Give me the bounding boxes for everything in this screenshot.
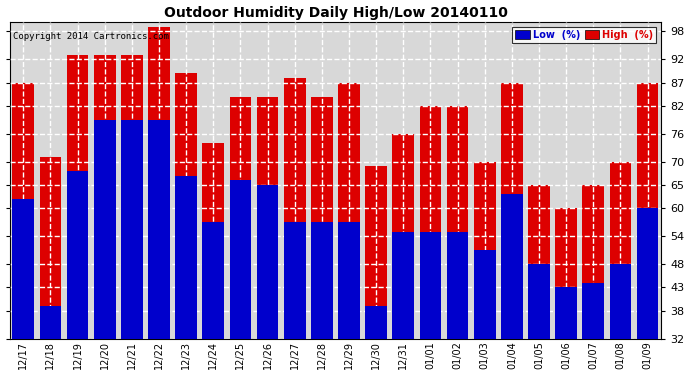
- Bar: [637, 82, 658, 339]
- Bar: [284, 222, 306, 339]
- Bar: [555, 287, 577, 339]
- Bar: [311, 222, 333, 339]
- Legend: Low  (%), High  (%): Low (%), High (%): [512, 27, 656, 43]
- Bar: [582, 185, 604, 339]
- Bar: [202, 143, 224, 339]
- Bar: [338, 82, 360, 339]
- Bar: [393, 231, 414, 339]
- Bar: [175, 73, 197, 339]
- Bar: [393, 134, 414, 339]
- Bar: [12, 82, 34, 339]
- Bar: [175, 176, 197, 339]
- Bar: [338, 222, 360, 339]
- Bar: [555, 208, 577, 339]
- Bar: [501, 82, 523, 339]
- Bar: [121, 120, 143, 339]
- Bar: [202, 222, 224, 339]
- Bar: [148, 27, 170, 339]
- Bar: [257, 185, 279, 339]
- Bar: [609, 264, 631, 339]
- Bar: [311, 97, 333, 339]
- Bar: [446, 231, 469, 339]
- Bar: [148, 120, 170, 339]
- Bar: [230, 97, 251, 339]
- Bar: [230, 180, 251, 339]
- Bar: [94, 55, 116, 339]
- Bar: [474, 162, 495, 339]
- Bar: [528, 185, 550, 339]
- Bar: [446, 106, 469, 339]
- Bar: [257, 97, 279, 339]
- Bar: [67, 55, 88, 339]
- Bar: [39, 306, 61, 339]
- Bar: [609, 162, 631, 339]
- Bar: [284, 78, 306, 339]
- Bar: [121, 55, 143, 339]
- Text: Copyright 2014 Cartronics.com: Copyright 2014 Cartronics.com: [13, 32, 169, 40]
- Bar: [67, 171, 88, 339]
- Bar: [420, 106, 442, 339]
- Bar: [365, 166, 387, 339]
- Bar: [582, 283, 604, 339]
- Bar: [637, 208, 658, 339]
- Bar: [474, 250, 495, 339]
- Bar: [94, 120, 116, 339]
- Bar: [528, 264, 550, 339]
- Bar: [365, 306, 387, 339]
- Title: Outdoor Humidity Daily High/Low 20140110: Outdoor Humidity Daily High/Low 20140110: [164, 6, 507, 20]
- Bar: [501, 194, 523, 339]
- Bar: [420, 231, 442, 339]
- Bar: [12, 199, 34, 339]
- Bar: [39, 157, 61, 339]
